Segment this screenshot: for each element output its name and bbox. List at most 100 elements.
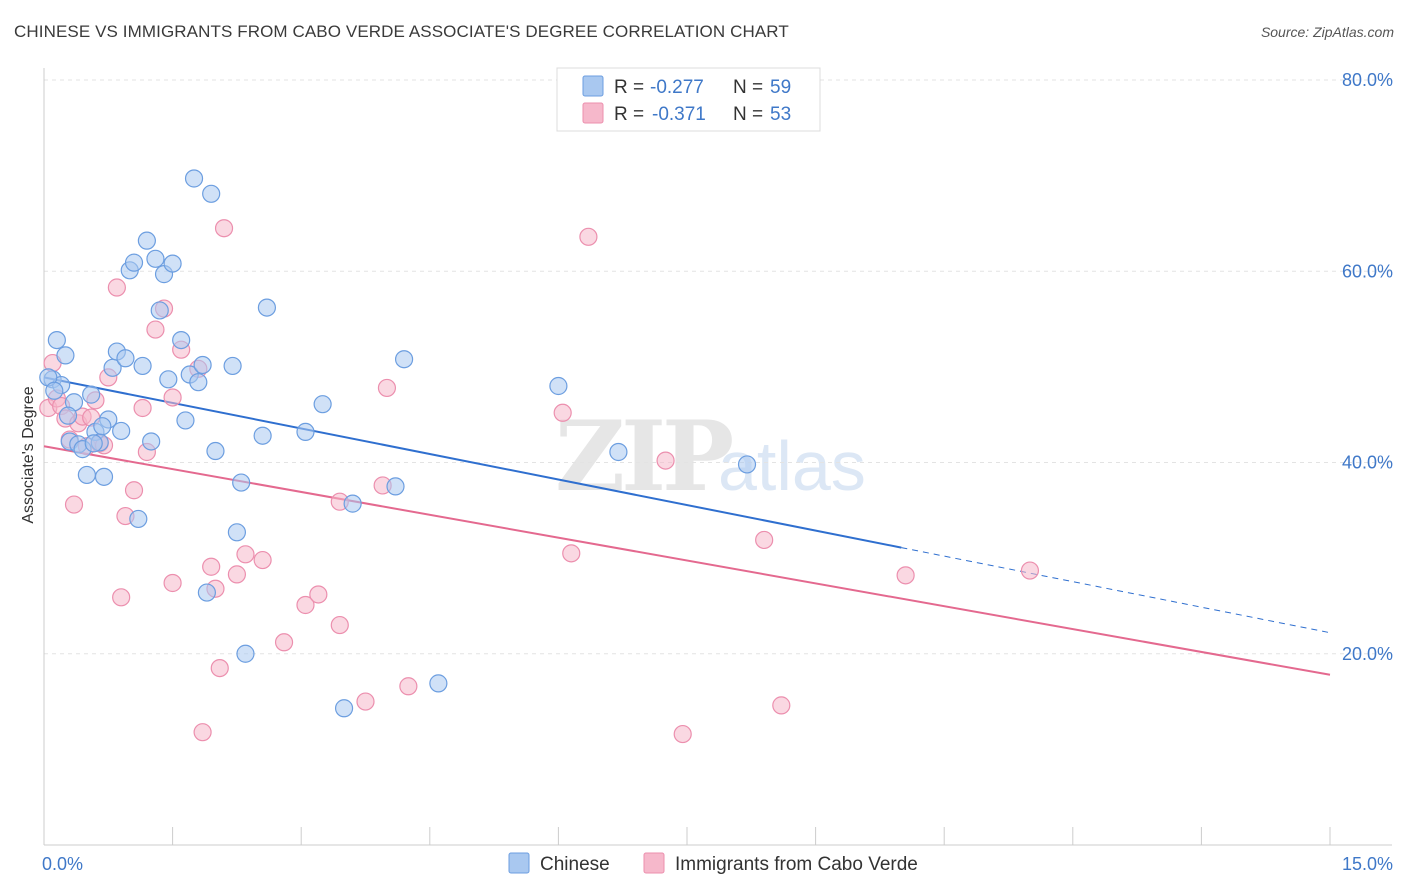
- x-tick-label-max: 15.0%: [1342, 854, 1393, 874]
- point-chinese: [84, 434, 103, 453]
- point-chinese: [193, 355, 212, 375]
- point-chinese: [146, 249, 165, 268]
- point-chinese: [47, 331, 66, 350]
- point-chinese: [253, 426, 272, 445]
- y-tick-label: 60.0%: [1342, 261, 1393, 281]
- point-caboverde: [107, 278, 126, 297]
- point-caboverde: [253, 550, 272, 570]
- data-points: [39, 169, 1040, 744]
- point-chinese: [184, 169, 204, 188]
- point-chinese: [197, 583, 216, 602]
- point-chinese: [163, 254, 182, 273]
- point-chinese: [159, 370, 178, 389]
- point-caboverde: [562, 544, 581, 563]
- bottom-legend-swatch-caboverde: [643, 852, 665, 874]
- point-chinese: [56, 346, 75, 365]
- point-chinese: [334, 699, 354, 718]
- point-chinese: [116, 349, 135, 368]
- point-chinese: [206, 441, 225, 461]
- point-caboverde: [214, 219, 234, 238]
- point-caboverde: [656, 451, 675, 470]
- bottom-legend-label-caboverde: Immigrants from Cabo Verde: [675, 854, 918, 875]
- point-caboverde: [146, 320, 165, 339]
- trend-line-chinese: [43, 376, 902, 549]
- y-tick-label: 40.0%: [1342, 453, 1393, 473]
- point-chinese: [236, 644, 255, 663]
- legend-n-label-caboverde: N =: [733, 104, 763, 125]
- point-chinese: [150, 301, 169, 320]
- point-caboverde: [1020, 561, 1040, 580]
- point-chinese: [223, 356, 242, 376]
- point-caboverde: [227, 565, 246, 584]
- point-chinese: [394, 350, 414, 369]
- y-axis-title: Associate's Degree: [20, 386, 37, 523]
- point-caboverde: [193, 723, 212, 742]
- point-chinese: [313, 395, 332, 414]
- legend-r-label-caboverde: R =: [614, 104, 644, 125]
- x-tick-label-min: 0.0%: [42, 854, 83, 874]
- point-caboverde: [274, 633, 294, 652]
- point-chinese: [94, 467, 114, 486]
- point-caboverde: [64, 495, 84, 514]
- point-caboverde: [772, 696, 791, 715]
- point-caboverde: [210, 658, 229, 678]
- point-caboverde: [330, 615, 349, 635]
- point-chinese: [227, 523, 246, 542]
- point-chinese: [549, 376, 568, 396]
- point-caboverde: [163, 388, 182, 407]
- legend: R = -0.277 N = 59 R = -0.371 N = 53: [556, 67, 821, 132]
- legend-n-label-chinese: N =: [733, 77, 763, 98]
- bottom-legend-swatch-chinese: [508, 852, 530, 874]
- point-chinese: [172, 331, 191, 350]
- watermark: ZIP atlas: [555, 400, 866, 513]
- legend-swatch-caboverde: [582, 102, 604, 124]
- point-chinese: [82, 385, 101, 404]
- point-caboverde: [579, 227, 598, 246]
- legend-n-value-caboverde: 53: [770, 104, 791, 125]
- point-caboverde: [896, 566, 915, 585]
- watermark-zip: ZIP: [555, 400, 732, 513]
- point-chinese: [189, 373, 208, 392]
- trend-lines: [43, 376, 1331, 676]
- point-chinese: [129, 509, 148, 529]
- point-caboverde: [112, 588, 131, 607]
- point-chinese: [257, 298, 277, 317]
- point-chinese: [77, 465, 96, 485]
- point-caboverde: [202, 557, 221, 576]
- point-caboverde: [377, 378, 397, 398]
- chart-title: CHINESE VS IMMIGRANTS FROM CABO VERDE AS…: [14, 22, 789, 41]
- point-chinese: [124, 253, 144, 272]
- legend-r-label-chinese: R =: [614, 77, 644, 98]
- legend-n-value-chinese: 59: [770, 77, 791, 98]
- point-caboverde: [755, 530, 774, 550]
- point-chinese: [232, 473, 251, 492]
- point-caboverde: [399, 677, 418, 696]
- point-chinese: [112, 421, 131, 441]
- y-tick-labels: 20.0% 40.0% 60.0% 80.0%: [1342, 70, 1393, 664]
- point-chinese: [137, 231, 156, 250]
- point-chinese: [429, 674, 448, 693]
- point-caboverde: [236, 545, 255, 564]
- source-label: Source: ZipAtlas.com: [1260, 24, 1394, 40]
- y-tick-label: 80.0%: [1342, 70, 1393, 90]
- legend-swatch-chinese: [582, 75, 604, 97]
- bottom-legend: Chinese Immigrants from Cabo Verde: [508, 852, 918, 875]
- point-chinese: [343, 494, 362, 513]
- legend-r-value-caboverde: -0.371: [652, 104, 706, 125]
- point-chinese: [609, 442, 628, 462]
- point-caboverde: [553, 403, 572, 422]
- trend-line-chinese-extension: [901, 547, 1331, 634]
- point-chinese: [296, 422, 315, 441]
- axes: [43, 68, 1392, 846]
- trend-line-caboverde: [43, 445, 1331, 676]
- y-tick-label: 20.0%: [1342, 644, 1393, 664]
- bottom-legend-label-chinese: Chinese: [540, 854, 610, 875]
- point-caboverde: [163, 573, 182, 593]
- point-chinese: [58, 406, 78, 425]
- point-caboverde: [296, 595, 315, 615]
- point-chinese: [133, 356, 152, 376]
- point-caboverde: [673, 724, 692, 744]
- point-chinese: [45, 381, 64, 400]
- point-chinese: [142, 432, 161, 451]
